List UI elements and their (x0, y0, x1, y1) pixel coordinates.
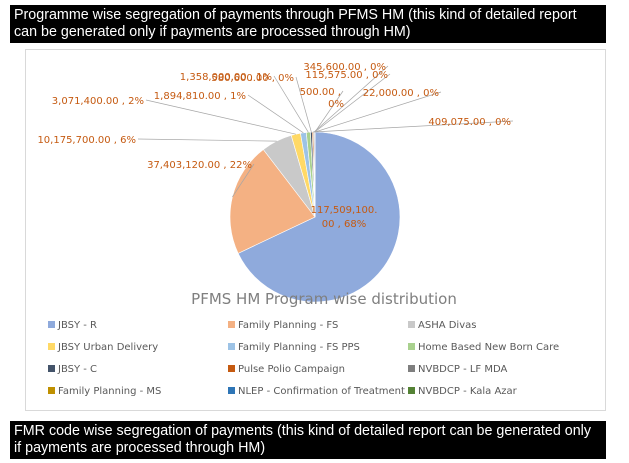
legend-swatch (48, 321, 55, 328)
data-label-jbsy-urban-delivery: 3,071,400.00 , 2% (52, 96, 144, 107)
pie-slices (229, 131, 401, 303)
leader-line-jbsy-c (295, 76, 312, 133)
legend-swatch (228, 343, 235, 350)
pie-slice-jbsy-r (237, 131, 401, 303)
legend-item-asha-divas: ASHA Divas (408, 320, 476, 331)
legend-swatch (48, 343, 55, 350)
data-label-jbsy-r: 117,509,100. 00 , 68% (311, 205, 378, 230)
legend-item-home-based-new-born-care: Home Based New Born Care (408, 342, 559, 353)
legend-item-nvbdcp-lf-mda: NVBDCP - LF MDA (408, 364, 508, 375)
top-caption-line-1: Programme wise segregation of payments t… (14, 7, 577, 23)
data-label-jbsy-c: 580,600.00 , 0% (211, 73, 294, 84)
legend-label: JBSY - R (57, 320, 97, 331)
data-label-home-based-new-born-care: 1,358,000.00 , 1% (180, 72, 272, 83)
leader-line-asha-divas (137, 138, 277, 142)
top-caption-line-2: can be generated only if payments are pr… (14, 24, 411, 40)
legend-label: JBSY - C (57, 364, 97, 375)
legend-label: ASHA Divas (418, 320, 476, 331)
legend-label: JBSY Urban Delivery (57, 342, 158, 353)
leader-line-home-based-new-born-care (273, 75, 309, 133)
legend-item-jbsy-r: JBSY - R (48, 320, 97, 331)
legend-swatch (228, 321, 235, 328)
legend-label: Pulse Polio Campaign (238, 364, 345, 375)
legend-label: NVBDCP - LF MDA (418, 364, 508, 375)
legend-swatch (48, 365, 55, 372)
bottom-caption-banner: FMR code wise segregation of payments (t… (10, 421, 606, 459)
legend-swatch (228, 365, 235, 372)
leader-line-nvbdcp-kala-azar (314, 90, 344, 133)
legend-swatch (408, 365, 415, 372)
data-label-family-planning-fs-pps: 1,894,810.00 , 1% (154, 91, 246, 102)
legend-label: Family Planning - FS PPS (238, 342, 360, 353)
legend-swatch (408, 343, 415, 350)
data-label-nlep-confirmation-of-treatment: 22,000.00 , 0% (363, 88, 439, 99)
bottom-caption-line-1: FMR code wise segregation of payments (t… (14, 423, 591, 439)
legend-item-jbsy-c: JBSY - C (48, 364, 97, 375)
legend-item-family-planning-ms: Family Planning - MS (48, 386, 161, 397)
legend-item-nlep-confirmation-of-treatment: NLEP - Confirmation of Treatment (228, 386, 405, 397)
legend-item-pulse-polio-campaign: Pulse Polio Campaign (228, 364, 345, 375)
legend-label: NLEP - Confirmation of Treatment (238, 386, 405, 397)
leader-line-family-planning-fs-pps (247, 94, 304, 134)
legend-label: Family Planning - MS (58, 386, 161, 397)
leader-line-family-planning-fs (232, 163, 255, 198)
leader-line-nvbdcp-lf-mda (313, 65, 389, 133)
data-label-asha-divas: 10,175,700.00 , 6% (37, 135, 136, 146)
legend-swatch (408, 387, 415, 394)
legend-item-family-planning-fs: Family Planning - FS (228, 320, 338, 331)
legend-swatch (48, 387, 55, 394)
data-labels: 117,509,100. 00 , 68% 37,403,120.00 , 22% 1… (37, 62, 511, 230)
top-caption-banner: Programme wise segregation of payments t… (10, 5, 606, 43)
data-label-nvbdcp-kala-azar: 500.00 , 0% (300, 87, 344, 110)
leader-line-jbsy-urban-delivery (145, 99, 296, 135)
bottom-caption-line-2: if payments are processed through HM) (14, 440, 266, 456)
legend-item-family-planning-fs-pps: Family Planning - FS PPS (228, 342, 360, 353)
leader-line-nlep-confirmation-of-treatment (314, 91, 442, 133)
legend-item-nvbdcp-kala-azar: NVBDCP - Kala Azar (408, 386, 518, 397)
legend-label: Family Planning - FS (238, 320, 338, 331)
leader-line-pulse-polio-campaign (312, 120, 514, 133)
pie-chart: 117,509,100. 00 , 68% 37,403,120.00 , 22% 1… (37, 62, 559, 397)
pie-chart-frame: 117,509,100. 00 , 68% 37,403,120.00 , 22% 1… (25, 49, 606, 411)
chart-title: PFMS HM Program wise distribution (191, 290, 457, 308)
legend-swatch (408, 321, 415, 328)
leader-line-family-planning-ms (314, 73, 391, 133)
legend-item-jbsy-urban-delivery: JBSY Urban Delivery (48, 342, 158, 353)
data-label-family-planning-fs: 37,403,120.00 , 22% (147, 160, 252, 171)
legend-swatch (228, 387, 235, 394)
data-label-pulse-polio-campaign: 409,075.00 , 0% (428, 117, 511, 128)
legend: JBSY - R Family Planning - FS ASHA Divas JB… (48, 320, 559, 397)
data-label-family-planning-ms: 115,575.00 , 0% (305, 70, 388, 81)
leader-lines (137, 65, 514, 198)
data-label-nvbdcp-lf-mda: 345,600.00 , 0% (303, 62, 386, 73)
legend-label: Home Based New Born Care (418, 342, 559, 353)
legend-label: NVBDCP - Kala Azar (418, 386, 518, 397)
